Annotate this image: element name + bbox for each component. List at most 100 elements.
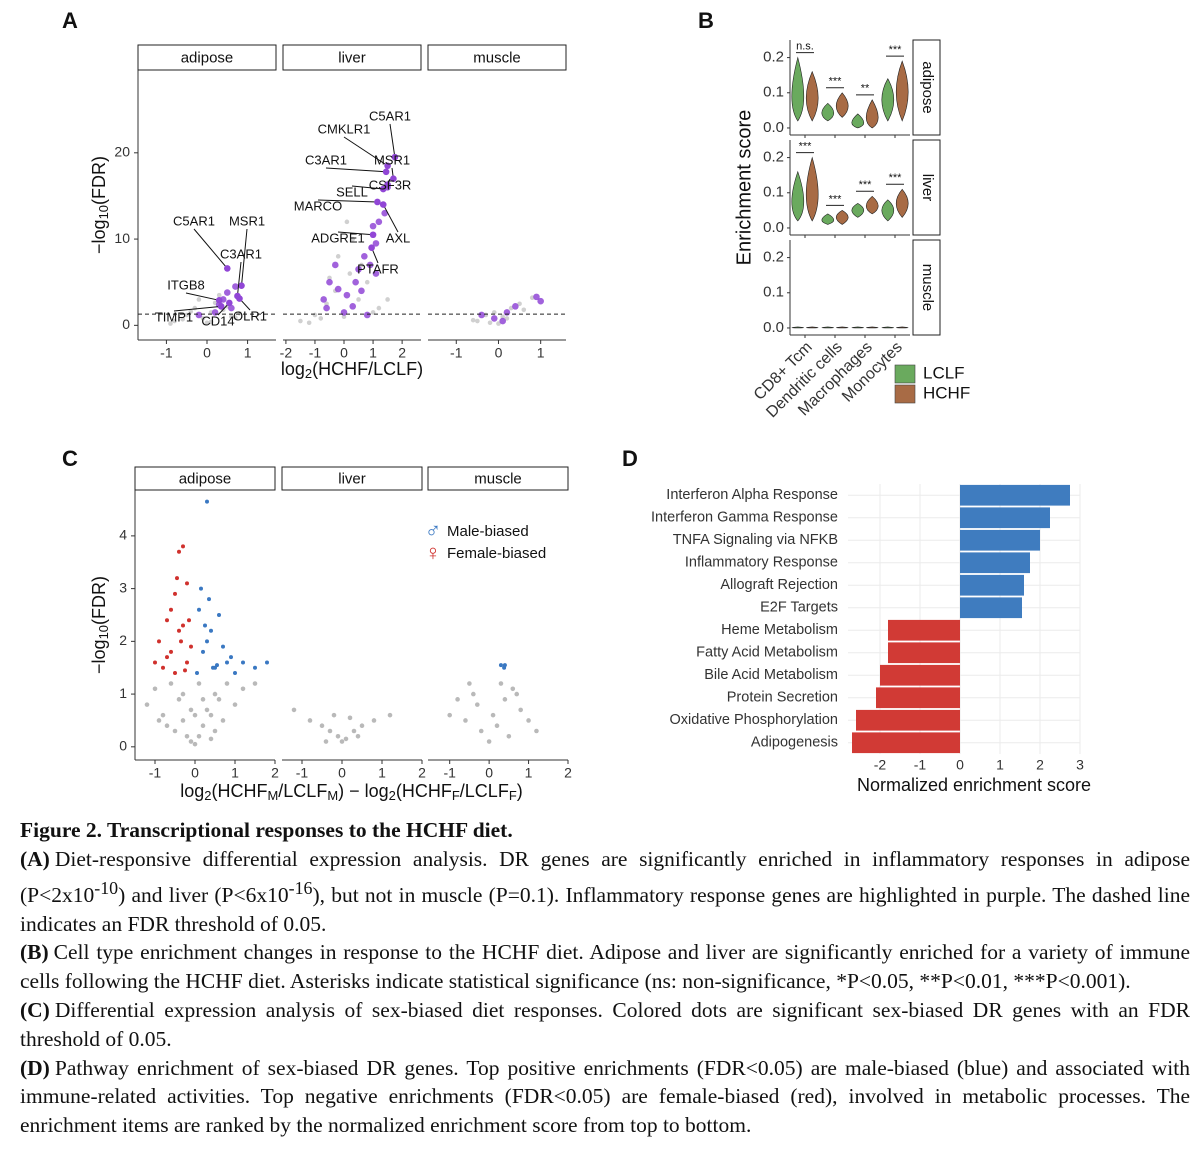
gene-label: SELL <box>336 184 368 199</box>
point <box>168 681 174 686</box>
point <box>487 320 493 326</box>
facet-strip <box>282 44 422 71</box>
legend-swatch <box>894 364 916 384</box>
y-tick-label: E2F Targets <box>760 600 838 616</box>
point <box>207 597 211 602</box>
gene-leader <box>193 228 228 269</box>
gene-point <box>368 244 375 251</box>
point <box>343 736 349 742</box>
point <box>341 314 347 320</box>
significance-label: *** <box>889 172 903 184</box>
y-axis-title: Enrichment score <box>733 110 755 266</box>
point <box>164 723 170 729</box>
y-axis-title: −log10(FDR) <box>89 576 112 674</box>
point <box>233 315 238 320</box>
point <box>180 718 186 723</box>
y-tick-label: 0.1 <box>763 284 784 301</box>
point <box>216 697 222 702</box>
point <box>335 733 341 739</box>
point <box>176 697 182 702</box>
point <box>215 663 219 668</box>
y-axis-title-part: −log <box>89 639 109 674</box>
violin <box>895 60 909 122</box>
point <box>518 707 523 713</box>
point <box>200 723 206 729</box>
gene-point <box>215 297 223 304</box>
point <box>173 670 177 675</box>
caption-paragraph: (B) Cell type enrichment changes in respo… <box>20 938 1190 996</box>
y-axis-title-part: 10 <box>96 625 111 639</box>
point <box>361 253 368 260</box>
violin <box>805 326 819 329</box>
point <box>177 628 181 633</box>
caption-label: (C) <box>20 997 50 1022</box>
x-axis-title-part: 2 <box>305 366 312 381</box>
x-axis-title-part: ) − log <box>338 781 389 801</box>
point <box>192 712 198 718</box>
point <box>385 297 390 302</box>
gene-leader <box>325 167 387 173</box>
facet-label: liver <box>338 470 366 487</box>
violin <box>851 326 865 329</box>
y-tick-label: 0.2 <box>763 49 784 66</box>
point <box>229 655 233 660</box>
y-axis-title-part: −log <box>89 219 109 254</box>
point <box>471 691 476 697</box>
point <box>196 681 202 686</box>
panel-letter: B <box>698 8 714 33</box>
violin <box>791 326 805 329</box>
gene-label: CD14 <box>201 313 234 328</box>
point <box>470 317 476 323</box>
point <box>217 612 221 617</box>
point <box>221 644 225 649</box>
x-axis-title-part: M <box>327 788 338 803</box>
point <box>192 741 198 747</box>
point <box>478 728 484 734</box>
point <box>512 303 519 310</box>
legend-swatch <box>894 384 916 404</box>
violin <box>865 99 879 129</box>
point <box>196 733 202 739</box>
y-tick-label: Heme Metabolism <box>721 622 838 638</box>
gene-label: ITGB8 <box>167 277 205 292</box>
point <box>172 728 178 734</box>
x-tick-label: -2 <box>874 757 887 773</box>
x-axis-title-part: log <box>180 781 204 801</box>
point <box>355 265 362 273</box>
violin <box>821 102 835 122</box>
point <box>209 628 213 633</box>
gene-label: C3AR1 <box>220 246 262 261</box>
panel-letter: A <box>62 8 78 33</box>
point <box>351 728 357 734</box>
gene-label: AXL <box>386 230 411 245</box>
point <box>196 297 202 302</box>
y-tick-label: 0.1 <box>763 84 784 101</box>
point <box>521 307 527 313</box>
violin <box>865 195 879 215</box>
gene-label: ADGRE1 <box>311 230 364 245</box>
point <box>347 715 353 721</box>
point <box>204 707 210 713</box>
point <box>323 739 329 744</box>
bar <box>880 664 960 686</box>
facet-strip <box>427 44 567 71</box>
point <box>165 618 169 623</box>
point <box>298 318 303 324</box>
bar <box>876 687 960 709</box>
point <box>475 318 480 324</box>
legend-symbol: ♂ <box>425 518 442 543</box>
point <box>355 733 361 739</box>
facet-strip <box>137 44 277 71</box>
point <box>533 293 540 301</box>
point <box>180 691 186 697</box>
point <box>506 733 512 739</box>
figure: A−log10(FDR)log2(HCHF/LCLF)01020adipose-… <box>62 8 1091 804</box>
x-axis-title: log2(HCHFM/LCLFM) − log2(HCHFF/LCLFF) <box>180 781 523 804</box>
point <box>502 665 507 670</box>
gene-point <box>379 185 387 193</box>
point <box>216 292 222 298</box>
y-tick-label: 0 <box>122 316 130 332</box>
bar <box>960 529 1040 551</box>
caption-text: ), but not in muscle (P=0.1). Inflammato… <box>20 882 1190 936</box>
x-axis-title-part: (HCHF/LCLF) <box>312 359 423 379</box>
